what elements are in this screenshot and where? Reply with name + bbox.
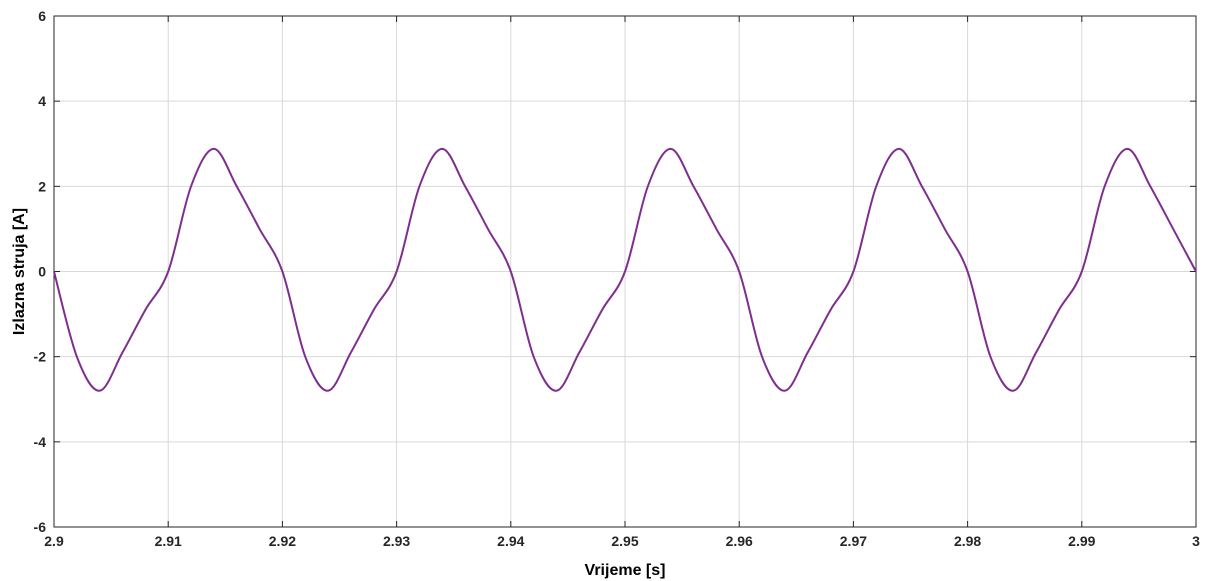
x-tick-label: 2.92 [269, 533, 296, 549]
x-tick-label: 2.95 [611, 533, 638, 549]
y-tick-label: 0 [38, 264, 46, 280]
y-tick-label: 6 [38, 8, 46, 24]
x-tick-label: 2.91 [155, 533, 182, 549]
x-tick-label: 3 [1192, 533, 1200, 549]
y-tick-label: -4 [34, 434, 47, 450]
y-tick-label: 2 [38, 178, 46, 194]
x-tick-label: 2.96 [726, 533, 753, 549]
y-tick-label: -6 [34, 519, 47, 535]
series-group [53, 147, 1197, 392]
series-line-0 [53, 147, 1197, 392]
x-tick-label: 2.9 [44, 533, 64, 549]
y-tick-label: 4 [38, 93, 46, 109]
x-tick-label: 2.99 [1068, 533, 1095, 549]
x-tick-label: 2.97 [840, 533, 867, 549]
x-tick-label: 2.98 [954, 533, 981, 549]
x-axis-label: Vrijeme [s] [585, 562, 666, 579]
y-tick-label: -2 [34, 349, 47, 365]
x-tick-label: 2.93 [383, 533, 410, 549]
y-axis-label: Izlazna struja [A] [11, 208, 28, 335]
x-tick-label: 2.94 [497, 533, 524, 549]
axis-ticks: 2.9 2.91 2.92 2.93 2.94 2.95 2.96 2.97 2.98 2.99 3… [34, 8, 1201, 549]
